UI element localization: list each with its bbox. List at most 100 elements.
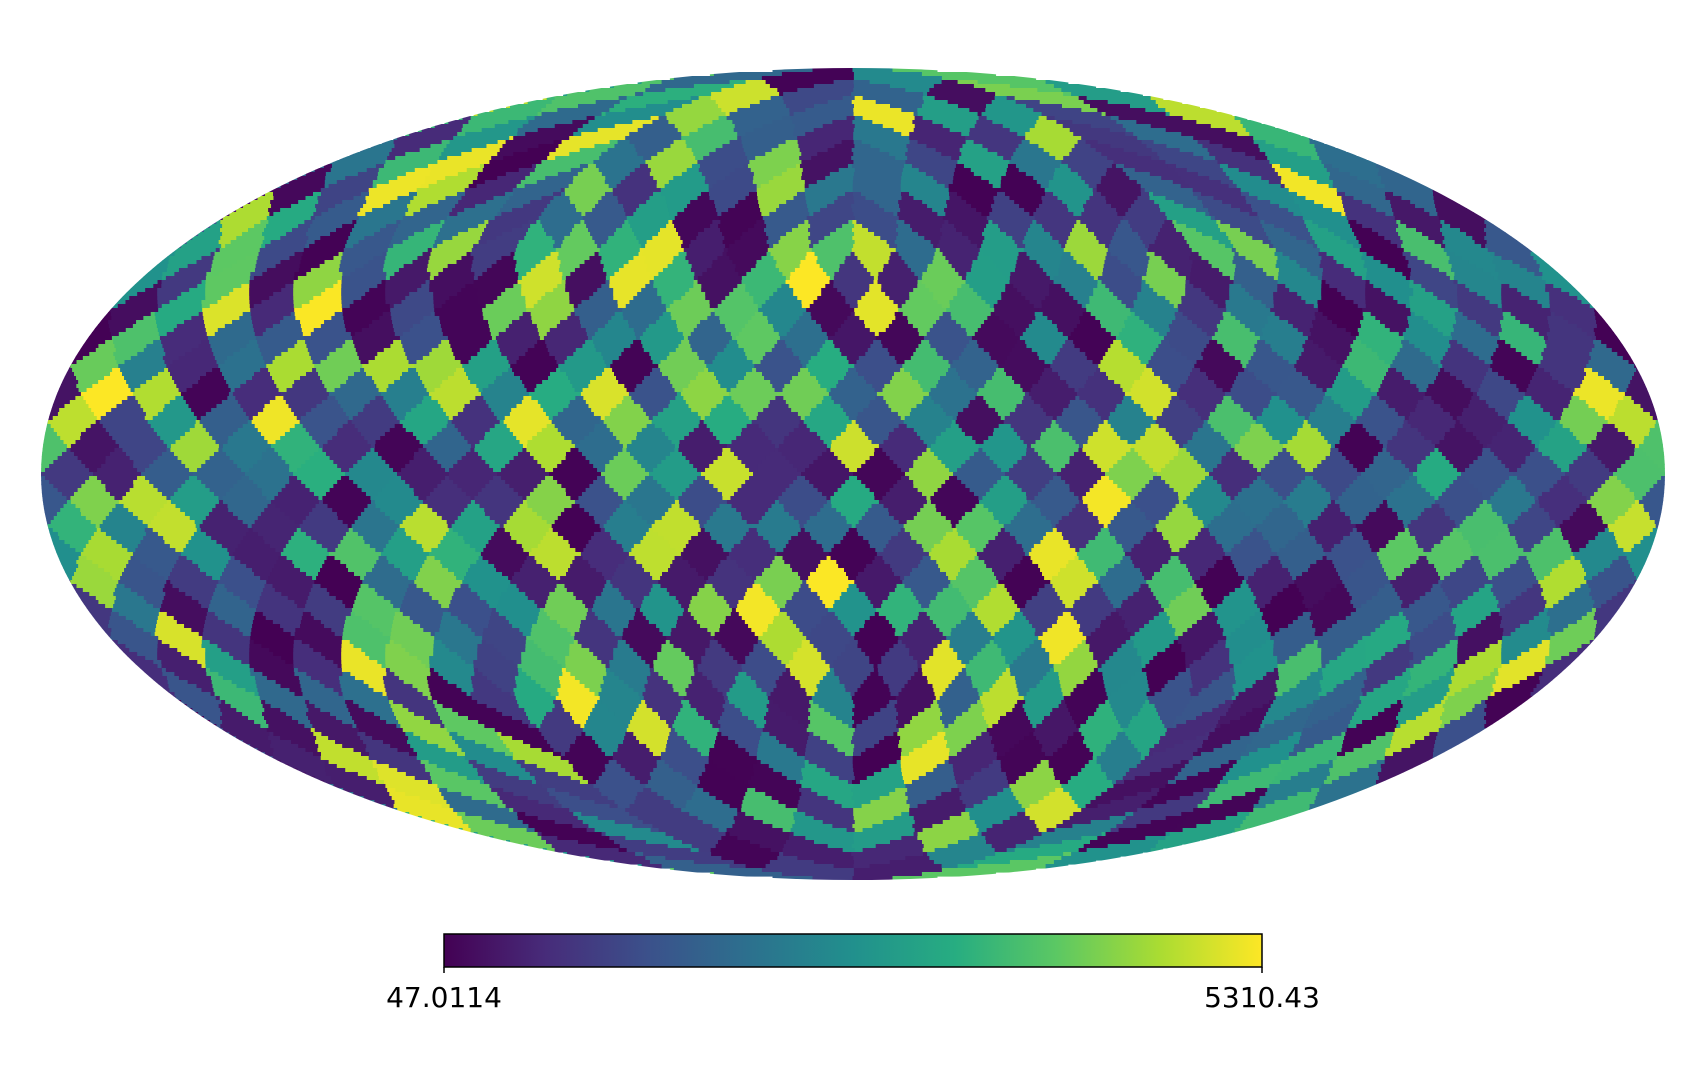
healpix-pixel-run bbox=[753, 172, 783, 177]
healpix-pixel-run bbox=[1074, 224, 1087, 229]
healpix-pixel-run bbox=[1128, 208, 1161, 213]
healpix-pixel-run bbox=[624, 208, 637, 213]
healpix-pixel-run bbox=[425, 176, 446, 181]
healpix-pixel-run bbox=[427, 164, 433, 169]
healpix-pixel-run bbox=[526, 232, 547, 237]
healpix-pixel-run bbox=[937, 244, 978, 249]
healpix-pixel-run bbox=[900, 180, 938, 185]
healpix-pixel-run bbox=[1063, 156, 1108, 161]
healpix-pixel-run bbox=[827, 148, 853, 153]
healpix-pixel-run bbox=[1333, 256, 1363, 261]
healpix-pixel-run bbox=[932, 120, 977, 125]
healpix-pixel-run bbox=[1000, 180, 1038, 185]
healpix-pixel-run bbox=[806, 252, 816, 257]
healpix-pixel-run bbox=[1041, 196, 1059, 201]
healpix-pixel-run bbox=[1317, 152, 1357, 157]
healpix-pixel-run bbox=[704, 180, 718, 185]
healpix-pixel-run bbox=[689, 244, 726, 249]
healpix-pixel-run bbox=[471, 248, 517, 253]
healpix-pixel-run bbox=[1284, 184, 1330, 189]
healpix-pixel-run bbox=[477, 244, 518, 249]
healpix-pixel-run bbox=[1222, 272, 1235, 277]
healpix-pixel-run bbox=[1232, 180, 1270, 185]
healpix-pixel-run bbox=[1189, 256, 1203, 261]
healpix-pixel-run bbox=[898, 252, 936, 257]
healpix-pixel-run bbox=[854, 168, 904, 173]
healpix-pixel-run bbox=[1105, 256, 1119, 261]
healpix-pixel-run bbox=[1249, 132, 1301, 137]
healpix-pixel-run bbox=[809, 212, 814, 217]
healpix-pixel-run bbox=[1249, 192, 1290, 197]
healpix-pixel-run bbox=[826, 272, 835, 277]
healpix-pixel-run bbox=[1401, 196, 1435, 201]
healpix-pixel-run bbox=[1160, 208, 1197, 213]
healpix-pixel-run bbox=[1276, 260, 1298, 265]
healpix-pixel-run bbox=[705, 176, 726, 181]
healpix-pixel-run bbox=[265, 244, 306, 249]
healpix-pixel-run bbox=[1306, 240, 1316, 245]
healpix-pixel-run bbox=[1036, 180, 1050, 185]
healpix-pixel-run bbox=[386, 224, 399, 229]
healpix-pixel-run bbox=[976, 208, 993, 213]
healpix-pixel-run bbox=[1033, 212, 1074, 217]
healpix-pixel-run bbox=[482, 168, 520, 173]
healpix-pixel-run bbox=[1390, 240, 1404, 245]
healpix-pixel-run bbox=[804, 180, 818, 185]
healpix-pixel-run bbox=[609, 140, 619, 145]
healpix-pixel-run bbox=[430, 224, 443, 229]
healpix-pixel-run bbox=[1159, 156, 1204, 161]
healpix-pixel-run bbox=[568, 184, 610, 189]
healpix-pixel-run bbox=[851, 164, 905, 169]
healpix-pixel-run bbox=[1202, 144, 1224, 149]
healpix-pixel-run bbox=[428, 260, 458, 265]
healpix-pixel-run bbox=[927, 92, 996, 97]
healpix-pixel-run bbox=[505, 192, 514, 197]
healpix-pixel-run bbox=[660, 228, 677, 233]
healpix-pixel-run bbox=[1182, 232, 1203, 237]
healpix-pixel-run bbox=[1282, 252, 1320, 257]
healpix-pixel-run bbox=[1201, 256, 1235, 261]
healpix-pixel-run bbox=[1492, 260, 1514, 265]
healpix-pixel-run bbox=[1116, 120, 1137, 125]
healpix-pixel-run bbox=[250, 200, 271, 205]
healpix-pixel-run bbox=[727, 248, 769, 253]
healpix-pixel-run bbox=[491, 264, 517, 269]
healpix-pixel-run bbox=[352, 228, 381, 233]
healpix-pixel-run bbox=[579, 148, 609, 153]
healpix-pixel-run bbox=[875, 100, 925, 105]
healpix-pixel-run bbox=[1176, 228, 1197, 233]
healpix-pixel-run bbox=[1151, 148, 1181, 153]
healpix-pixel-run bbox=[626, 216, 672, 221]
healpix-pixel-run bbox=[286, 232, 307, 237]
healpix-pixel-run bbox=[1101, 152, 1138, 157]
healpix-pixel-run bbox=[1006, 232, 1027, 237]
healpix-pixel-run bbox=[430, 252, 468, 257]
healpix-pixel-run bbox=[1410, 268, 1440, 273]
healpix-pixel-run bbox=[853, 140, 863, 145]
healpix-pixel-run bbox=[382, 268, 400, 273]
healpix-pixel-run bbox=[1042, 200, 1063, 205]
healpix-pixel-run bbox=[921, 72, 997, 77]
healpix-pixel-run bbox=[1033, 176, 1054, 181]
healpix-pixel-run bbox=[706, 268, 736, 273]
healpix-pixel-run bbox=[782, 116, 792, 121]
healpix-pixel-run bbox=[734, 240, 768, 245]
healpix-pixel-run bbox=[934, 96, 996, 101]
healpix-pixel-run bbox=[397, 136, 454, 141]
healpix-pixel-run bbox=[1249, 172, 1279, 177]
healpix-pixel-run bbox=[824, 236, 853, 241]
healpix-pixel-run bbox=[1018, 168, 1056, 173]
healpix-pixel-run bbox=[530, 200, 551, 205]
healpix-pixel-run bbox=[1245, 196, 1259, 201]
healpix-pixel-run bbox=[879, 148, 909, 153]
healpix-pixel-run bbox=[535, 164, 581, 169]
healpix-pixel-run bbox=[644, 260, 674, 265]
healpix-pixel-run bbox=[883, 264, 909, 269]
healpix-pixel-run bbox=[1202, 200, 1223, 205]
healpix-pixel-run bbox=[1045, 80, 1069, 85]
healpix-pixel-run bbox=[612, 188, 662, 193]
healpix-pixel-run bbox=[597, 244, 602, 249]
healpix-pixel-run bbox=[922, 104, 959, 109]
healpix-pixel-run bbox=[1207, 148, 1233, 153]
healpix-pixel-run bbox=[482, 272, 519, 277]
